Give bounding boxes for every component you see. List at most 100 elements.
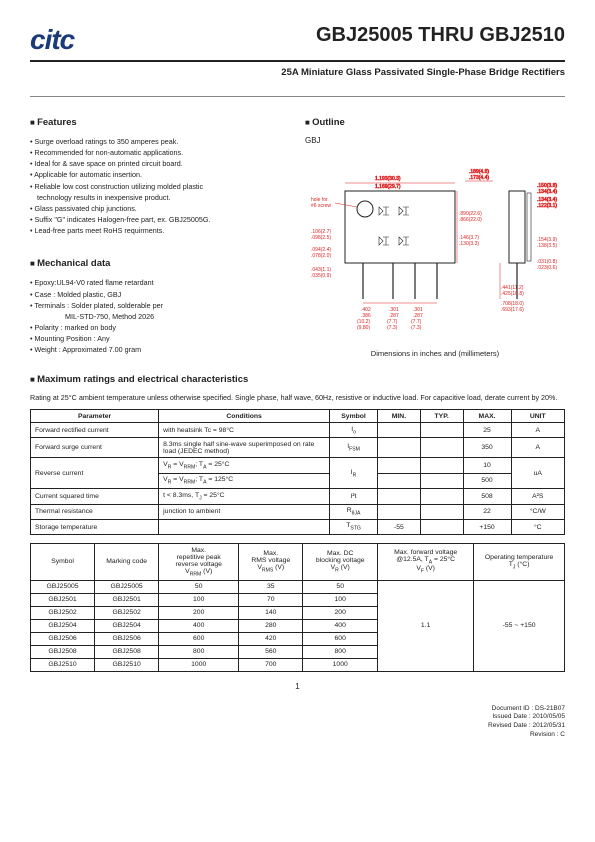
td: VR = VRRM; TA = 125°C bbox=[159, 473, 330, 488]
td bbox=[378, 458, 421, 473]
th: MAX. bbox=[463, 410, 511, 423]
td: 100 bbox=[303, 593, 378, 606]
outline-svg: 1.193(30.3) 1.169(29.7) .189(4.8) .173(4… bbox=[305, 151, 565, 341]
td: GBJ25005 bbox=[31, 580, 95, 593]
td: Forward surge current bbox=[31, 438, 159, 458]
ratings: Maximum ratings and electrical character… bbox=[30, 374, 565, 672]
dim: 1.169(29.7) bbox=[375, 184, 401, 190]
dim: (7.3) bbox=[411, 325, 422, 331]
rule bbox=[30, 96, 565, 97]
td: IR bbox=[330, 458, 378, 489]
th: Operating temperatureTJ (°C) bbox=[474, 544, 565, 580]
th: MIN. bbox=[378, 410, 421, 423]
td: GBJ2508 bbox=[95, 645, 159, 658]
mech-item: Mounting Position : Any bbox=[30, 333, 285, 344]
dim: 1.193(30.3) bbox=[375, 176, 401, 182]
td: A bbox=[511, 438, 564, 458]
td: 560 bbox=[239, 645, 303, 658]
td bbox=[420, 423, 463, 438]
th: Max.RMS voltageVRMS (V) bbox=[239, 544, 303, 580]
td: 1.1 bbox=[378, 580, 474, 671]
td: Current squared time bbox=[31, 489, 159, 504]
dim: .035(0.9) bbox=[311, 273, 331, 279]
feature-item: Suffix "G" indicates Halogen-free part, … bbox=[30, 214, 285, 225]
title: GBJ25005 THRU GBJ2510 bbox=[316, 24, 565, 47]
td: with heatsink Tc = 98°C bbox=[159, 423, 330, 438]
feature-item: Recommended for non-automatic applicatio… bbox=[30, 147, 285, 158]
td: 8.3ms single half sine-wave superimposed… bbox=[159, 438, 330, 458]
td: junction to ambient bbox=[159, 504, 330, 519]
hole-note-2: #6 screw bbox=[311, 203, 331, 209]
dim-note: Dimensions in inches and (millimeters) bbox=[305, 349, 565, 358]
td: 280 bbox=[239, 619, 303, 632]
td: t < 8.3ms, TJ = 25°C bbox=[159, 489, 330, 504]
issued-date: Issued Date : 2010/05/05 bbox=[30, 713, 565, 722]
dim: .023(0.6) bbox=[537, 265, 557, 271]
td bbox=[159, 519, 330, 534]
mech-item: Polarity : marked on body bbox=[30, 322, 285, 333]
ratings-note: Rating at 25°C ambient temperature unles… bbox=[30, 393, 565, 403]
td: 508 bbox=[463, 489, 511, 504]
td: Io bbox=[330, 423, 378, 438]
th: Conditions bbox=[159, 410, 330, 423]
dim: .122(3.1) bbox=[537, 203, 557, 209]
td: A bbox=[511, 423, 564, 438]
td: 400 bbox=[159, 619, 239, 632]
mech-item: Case : Molded plastic, GBJ bbox=[30, 289, 285, 300]
td: 600 bbox=[159, 632, 239, 645]
td bbox=[420, 473, 463, 488]
dim: (7.3) bbox=[387, 325, 398, 331]
th: Max. DCblocking voltageVR (V) bbox=[303, 544, 378, 580]
td: 25 bbox=[463, 423, 511, 438]
table-row: GBJ25005 GBJ25005 50 35 50 1.1 -55 ~ +15… bbox=[31, 580, 565, 593]
td: 100 bbox=[159, 593, 239, 606]
dim: .138(3.5) bbox=[537, 243, 557, 249]
columns: Features Surge overload ratings to 350 a… bbox=[30, 111, 565, 358]
td bbox=[420, 489, 463, 504]
td: 800 bbox=[303, 645, 378, 658]
td: Reverse current bbox=[31, 458, 159, 489]
dim: .287 bbox=[413, 313, 423, 319]
page-number: 1 bbox=[30, 682, 565, 691]
th: TYP. bbox=[420, 410, 463, 423]
th: Max. forward voltage@12.5A, TA = 25°CVF … bbox=[378, 544, 474, 580]
table-row: Storage temperature TSTG -55 +150 °C bbox=[31, 519, 565, 534]
subtitle: 25A Miniature Glass Passivated Single-Ph… bbox=[30, 65, 565, 78]
outline-drawing: 1.193(30.3) 1.169(29.7) .189(4.8) .173(4… bbox=[305, 151, 565, 343]
td: GBJ2504 bbox=[31, 619, 95, 632]
td: Thermal resistance bbox=[31, 504, 159, 519]
dim: .134(3.4) bbox=[537, 189, 557, 195]
td: GBJ2501 bbox=[95, 593, 159, 606]
td: GBJ2508 bbox=[31, 645, 95, 658]
td bbox=[378, 473, 421, 488]
td bbox=[378, 504, 421, 519]
td bbox=[420, 438, 463, 458]
td: -55 bbox=[378, 519, 421, 534]
ratings-table-1: Parameter Conditions Symbol MIN. TYP. MA… bbox=[30, 409, 565, 535]
td: 200 bbox=[159, 606, 239, 619]
td: -55 ~ +150 bbox=[474, 580, 565, 671]
feature-item: Applicable for automatic insertion. bbox=[30, 169, 285, 180]
td: Storage temperature bbox=[31, 519, 159, 534]
td bbox=[420, 458, 463, 473]
td: +150 bbox=[463, 519, 511, 534]
td: 10 bbox=[463, 458, 511, 473]
td: GBJ2504 bbox=[95, 619, 159, 632]
dim: .173(4.4) bbox=[469, 175, 489, 181]
outline-label: GBJ bbox=[305, 136, 565, 145]
td: 1000 bbox=[159, 658, 239, 671]
feature-item: Lead-free parts meet RoHS requirments. bbox=[30, 225, 285, 236]
td: 200 bbox=[303, 606, 378, 619]
mechanical-list: Epoxy:UL94-V0 rated flame retardant Case… bbox=[30, 277, 285, 355]
feature-item: Surge overload ratings to 350 amperes pe… bbox=[30, 136, 285, 147]
logo: citc bbox=[30, 24, 74, 56]
table-row: Thermal resistance junction to ambient R… bbox=[31, 504, 565, 519]
td bbox=[378, 489, 421, 504]
td bbox=[420, 504, 463, 519]
td: GBJ2501 bbox=[31, 593, 95, 606]
th: Marking code bbox=[95, 544, 159, 580]
td: 420 bbox=[239, 632, 303, 645]
dim: .098(2.5) bbox=[311, 235, 331, 241]
th: Max.repetitive peakreverse voltageVRRM (… bbox=[159, 544, 239, 580]
td: °C/W bbox=[511, 504, 564, 519]
